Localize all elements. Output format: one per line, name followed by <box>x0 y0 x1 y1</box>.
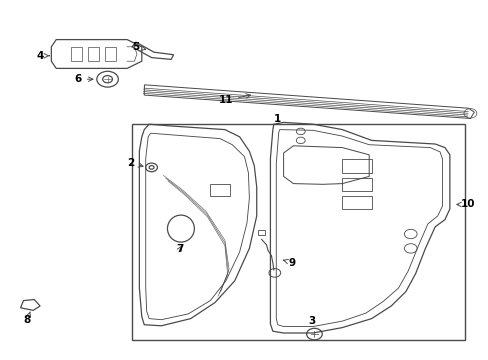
Text: 7: 7 <box>176 244 183 254</box>
Text: 10: 10 <box>456 199 475 210</box>
Bar <box>342 178 371 191</box>
Bar <box>210 184 229 196</box>
Text: 4: 4 <box>36 51 49 61</box>
Bar <box>105 47 116 61</box>
Text: 5: 5 <box>132 42 145 52</box>
Text: 6: 6 <box>75 74 93 84</box>
Text: 2: 2 <box>127 158 142 168</box>
Bar <box>342 196 371 209</box>
Text: 9: 9 <box>283 258 295 268</box>
Bar <box>71 47 81 61</box>
Bar <box>342 159 371 173</box>
Bar <box>88 47 99 61</box>
Text: 11: 11 <box>218 94 250 105</box>
Text: 8: 8 <box>24 312 31 325</box>
Bar <box>132 124 464 340</box>
Text: 1: 1 <box>274 114 281 124</box>
Text: 3: 3 <box>308 316 315 326</box>
